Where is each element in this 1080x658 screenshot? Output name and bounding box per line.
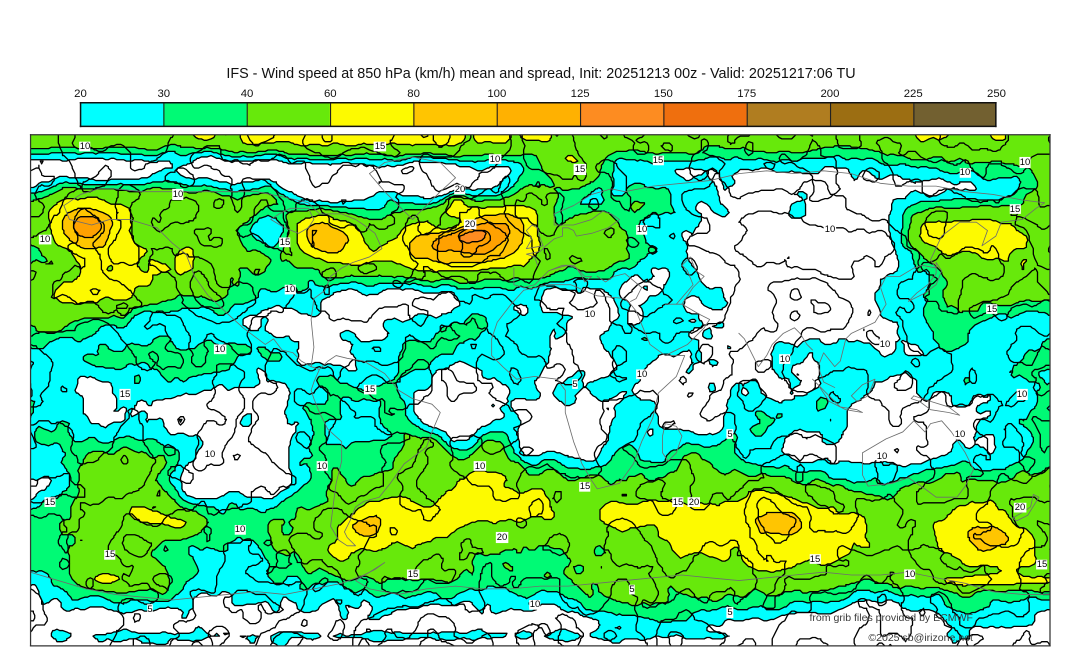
svg-text:15: 15 bbox=[653, 155, 664, 166]
svg-text:10: 10 bbox=[825, 224, 836, 235]
svg-text:10: 10 bbox=[215, 344, 226, 355]
svg-text:10: 10 bbox=[955, 429, 966, 440]
svg-text:5: 5 bbox=[727, 429, 732, 440]
svg-text:15: 15 bbox=[408, 569, 419, 580]
svg-text:150: 150 bbox=[654, 88, 673, 100]
svg-text:250: 250 bbox=[987, 88, 1006, 100]
svg-text:60: 60 bbox=[324, 88, 337, 100]
svg-text:175: 175 bbox=[737, 88, 756, 100]
svg-text:20: 20 bbox=[455, 184, 466, 195]
svg-text:10: 10 bbox=[880, 339, 891, 350]
svg-text:15: 15 bbox=[1037, 559, 1048, 570]
svg-text:10: 10 bbox=[475, 461, 486, 472]
svg-text:10: 10 bbox=[1020, 157, 1030, 168]
svg-text:10: 10 bbox=[585, 309, 596, 320]
svg-text:15: 15 bbox=[120, 389, 131, 400]
svg-text:10: 10 bbox=[317, 461, 328, 472]
svg-text:10: 10 bbox=[40, 234, 51, 245]
svg-text:10: 10 bbox=[285, 284, 296, 295]
svg-text:5: 5 bbox=[727, 607, 732, 618]
svg-text:20: 20 bbox=[465, 219, 476, 230]
svg-text:15: 15 bbox=[673, 497, 684, 508]
svg-text:15: 15 bbox=[45, 497, 56, 508]
svg-text:10: 10 bbox=[235, 524, 246, 535]
svg-text:15: 15 bbox=[105, 549, 116, 560]
svg-text:10: 10 bbox=[637, 369, 648, 380]
svg-text:15: 15 bbox=[580, 481, 591, 492]
svg-text:30: 30 bbox=[157, 88, 170, 100]
svg-text:15: 15 bbox=[575, 164, 586, 175]
svg-text:225: 225 bbox=[904, 88, 923, 100]
svg-text:5: 5 bbox=[572, 379, 577, 390]
svg-text:20: 20 bbox=[497, 532, 508, 543]
svg-text:10: 10 bbox=[877, 451, 888, 462]
svg-text:20: 20 bbox=[689, 497, 700, 508]
svg-text:10: 10 bbox=[1017, 389, 1028, 400]
svg-text:10: 10 bbox=[530, 599, 541, 610]
svg-text:IFS - Wind speed at 850 hPa (k: IFS - Wind speed at 850 hPa (km/h) mean … bbox=[226, 66, 855, 82]
svg-text:10: 10 bbox=[637, 224, 648, 235]
svg-text:10: 10 bbox=[205, 449, 216, 460]
svg-text:15: 15 bbox=[280, 237, 291, 248]
svg-text:15: 15 bbox=[810, 554, 821, 565]
svg-text:5: 5 bbox=[629, 584, 634, 595]
svg-text:15: 15 bbox=[375, 141, 386, 152]
svg-text:©2025 sb@irizone.net: ©2025 sb@irizone.net bbox=[868, 632, 973, 644]
svg-text:20: 20 bbox=[1015, 502, 1026, 513]
svg-text:40: 40 bbox=[241, 88, 254, 100]
svg-text:10: 10 bbox=[905, 569, 916, 580]
svg-text:125: 125 bbox=[571, 88, 590, 100]
svg-text:10: 10 bbox=[780, 354, 791, 365]
svg-text:15: 15 bbox=[1010, 204, 1021, 215]
svg-text:from grib files provided by EC: from grib files provided by ECMWF bbox=[809, 612, 973, 624]
svg-text:20: 20 bbox=[74, 88, 87, 100]
svg-text:5: 5 bbox=[147, 604, 152, 615]
svg-text:10: 10 bbox=[960, 167, 971, 178]
svg-text:10: 10 bbox=[490, 154, 501, 165]
svg-text:15: 15 bbox=[365, 384, 376, 395]
svg-text:10: 10 bbox=[173, 189, 184, 200]
svg-text:100: 100 bbox=[487, 88, 506, 100]
svg-text:15: 15 bbox=[987, 304, 998, 315]
svg-text:10: 10 bbox=[80, 141, 91, 152]
svg-text:80: 80 bbox=[407, 88, 420, 100]
svg-text:200: 200 bbox=[820, 88, 839, 100]
